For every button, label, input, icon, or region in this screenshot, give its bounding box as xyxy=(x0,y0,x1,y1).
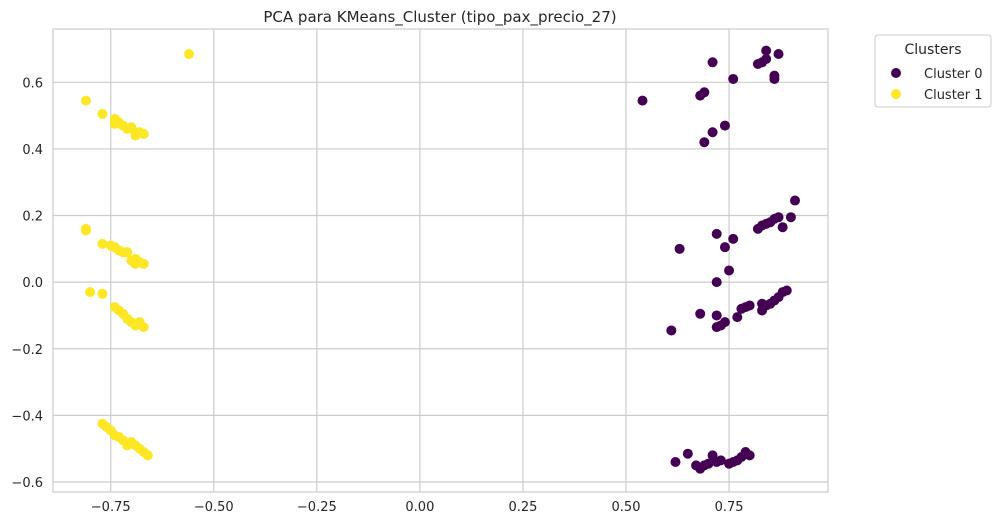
data-point-cluster-0 xyxy=(707,57,718,68)
data-point-cluster-0 xyxy=(703,458,714,469)
y-tick-label: 0.2 xyxy=(22,210,43,225)
y-axis-ticks: −0.6 −0.4 −0.2 0.0 0.2 0.4 0.6 xyxy=(11,76,43,491)
data-point-cluster-0 xyxy=(699,137,710,148)
grid xyxy=(53,29,828,492)
data-point-cluster-0 xyxy=(728,233,739,244)
data-point-cluster-1 xyxy=(138,258,149,269)
legend-marker-cluster-1 xyxy=(891,89,901,99)
data-point-cluster-0 xyxy=(719,242,730,253)
data-point-cluster-0 xyxy=(711,228,722,239)
data-point-cluster-0 xyxy=(719,317,730,328)
data-point-cluster-0 xyxy=(761,45,772,56)
data-point-cluster-1 xyxy=(97,238,108,249)
x-tick-label: 0.00 xyxy=(405,500,434,515)
data-point-cluster-1 xyxy=(80,95,91,106)
data-point-cluster-0 xyxy=(699,87,710,98)
data-point-cluster-1 xyxy=(97,108,108,119)
legend-box xyxy=(874,34,992,108)
data-point-cluster-0 xyxy=(674,243,685,254)
data-points xyxy=(80,45,801,474)
x-tick-label: 0.75 xyxy=(715,500,744,515)
data-point-cluster-0 xyxy=(666,325,677,336)
data-point-cluster-0 xyxy=(719,120,730,131)
data-point-cluster-0 xyxy=(715,455,726,466)
data-point-cluster-0 xyxy=(744,450,755,461)
data-point-cluster-0 xyxy=(773,48,784,59)
y-tick-label: 0.6 xyxy=(22,76,43,91)
legend-title: Clusters xyxy=(905,42,962,58)
data-point-cluster-0 xyxy=(744,300,755,311)
legend-label-cluster-1: Cluster 1 xyxy=(924,88,983,103)
y-tick-label: 0.0 xyxy=(22,276,43,291)
data-point-cluster-0 xyxy=(777,222,788,233)
data-point-cluster-1 xyxy=(184,48,195,59)
data-point-cluster-0 xyxy=(732,312,743,323)
data-point-cluster-1 xyxy=(142,450,153,461)
data-point-cluster-1 xyxy=(138,322,149,333)
data-point-cluster-0 xyxy=(711,277,722,288)
data-point-cluster-0 xyxy=(637,95,648,106)
legend: Clusters Cluster 0 Cluster 1 xyxy=(874,34,992,108)
data-point-cluster-0 xyxy=(724,265,735,276)
x-tick-label: 0.50 xyxy=(612,500,641,515)
data-point-cluster-0 xyxy=(707,127,718,138)
data-point-cluster-0 xyxy=(785,212,796,223)
data-point-cluster-0 xyxy=(695,308,706,319)
data-point-cluster-0 xyxy=(711,310,722,321)
x-tick-label: −0.75 xyxy=(91,500,131,515)
y-tick-label: −0.4 xyxy=(11,409,43,424)
data-point-cluster-0 xyxy=(670,457,681,468)
data-point-cluster-1 xyxy=(80,225,91,236)
data-point-cluster-1 xyxy=(138,128,149,139)
data-point-cluster-1 xyxy=(122,247,133,258)
x-axis-ticks: −0.75 −0.50 −0.25 0.00 0.25 0.50 0.75 xyxy=(91,500,744,515)
data-point-cluster-0 xyxy=(682,448,693,459)
y-tick-label: −0.2 xyxy=(11,343,43,358)
y-tick-label: 0.4 xyxy=(22,143,43,158)
legend-marker-cluster-0 xyxy=(891,68,901,78)
chart-title: PCA para KMeans_Cluster (tipo_pax_precio… xyxy=(263,8,616,27)
x-tick-label: 0.25 xyxy=(508,500,537,515)
legend-label-cluster-0: Cluster 0 xyxy=(924,67,983,82)
data-point-cluster-0 xyxy=(769,70,780,81)
x-tick-label: −0.50 xyxy=(194,500,234,515)
data-point-cluster-0 xyxy=(728,73,739,84)
data-point-cluster-1 xyxy=(85,287,96,298)
plot-area-frame xyxy=(52,28,829,493)
data-point-cluster-0 xyxy=(790,195,801,206)
y-tick-label: −0.6 xyxy=(11,476,43,491)
data-point-cluster-1 xyxy=(97,288,108,299)
data-point-cluster-0 xyxy=(761,53,772,64)
data-point-cluster-0 xyxy=(781,285,792,296)
x-tick-label: −0.25 xyxy=(297,500,337,515)
data-point-cluster-0 xyxy=(773,212,784,223)
